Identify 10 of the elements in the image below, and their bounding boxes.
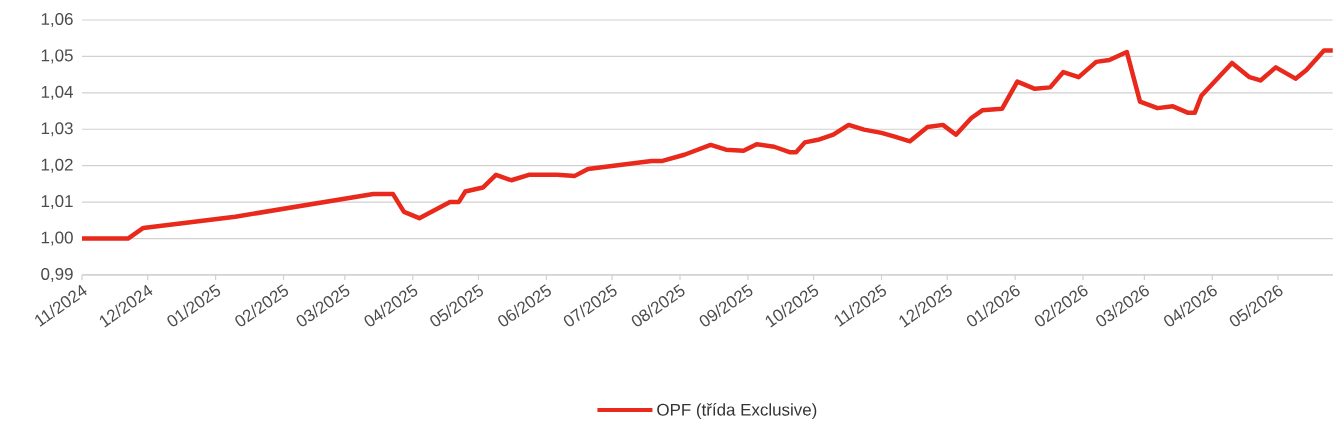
y-tick-label: 1,01 — [41, 195, 73, 210]
y-tick-label: 1,03 — [41, 122, 73, 137]
y-tick-label: 1,02 — [41, 158, 73, 173]
legend-label: OPF (třída Exclusive) — [657, 403, 817, 420]
y-tick-label: 1,04 — [41, 85, 73, 100]
y-tick-label: 1,00 — [41, 231, 73, 246]
y-tick-label: 1,06 — [41, 13, 73, 28]
y-tick-label: 1,05 — [41, 49, 73, 64]
y-tick-label: 0,99 — [41, 267, 73, 282]
line-series — [79, 48, 1335, 241]
